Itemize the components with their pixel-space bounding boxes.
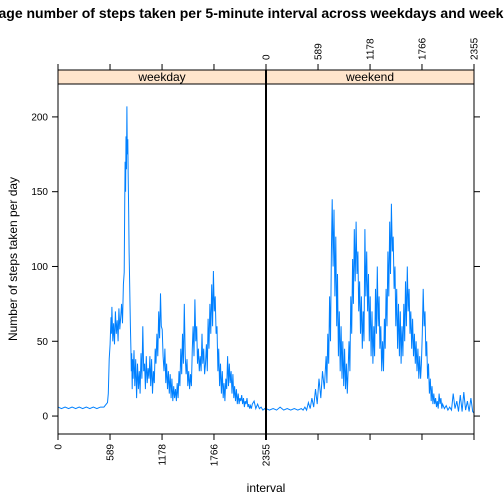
y-tick-label: 200 bbox=[31, 112, 48, 123]
panel-border-weekday bbox=[57, 69, 267, 435]
x-tick-label: 1766 bbox=[417, 37, 428, 60]
x-tick-label: 589 bbox=[314, 43, 325, 60]
y-tick-label: 0 bbox=[42, 412, 48, 423]
x-tick-label: 1178 bbox=[158, 444, 169, 466]
y-axis-label: Number of steps taken per day bbox=[6, 177, 20, 341]
panel-strip-label-weekday: weekday bbox=[137, 70, 185, 84]
x-tick-label: 2355 bbox=[262, 444, 273, 467]
panel-strip-label-weekend: weekend bbox=[345, 70, 394, 84]
x-axis-label: interval bbox=[247, 481, 286, 495]
chart-title: Average number of steps taken per 5-minu… bbox=[0, 5, 504, 21]
series-line-weekend bbox=[265, 199, 475, 414]
x-tick-label: 1178 bbox=[366, 38, 377, 60]
x-tick-label: 589 bbox=[106, 444, 117, 461]
y-tick-label: 100 bbox=[31, 262, 48, 273]
panel-border-weekend bbox=[265, 69, 475, 435]
y-tick-label: 150 bbox=[31, 187, 48, 198]
x-tick-label: 2355 bbox=[470, 37, 481, 60]
x-tick-label: 0 bbox=[54, 444, 65, 450]
y-tick-label: 50 bbox=[37, 337, 49, 348]
plot-area: weekday 0 589 1178 1766 2355 weekend 0 589 1178 17… bbox=[31, 37, 480, 466]
x-tick-label: 1766 bbox=[209, 444, 220, 467]
x-tick-label: 0 bbox=[262, 54, 273, 60]
series-line-weekday bbox=[57, 106, 267, 411]
